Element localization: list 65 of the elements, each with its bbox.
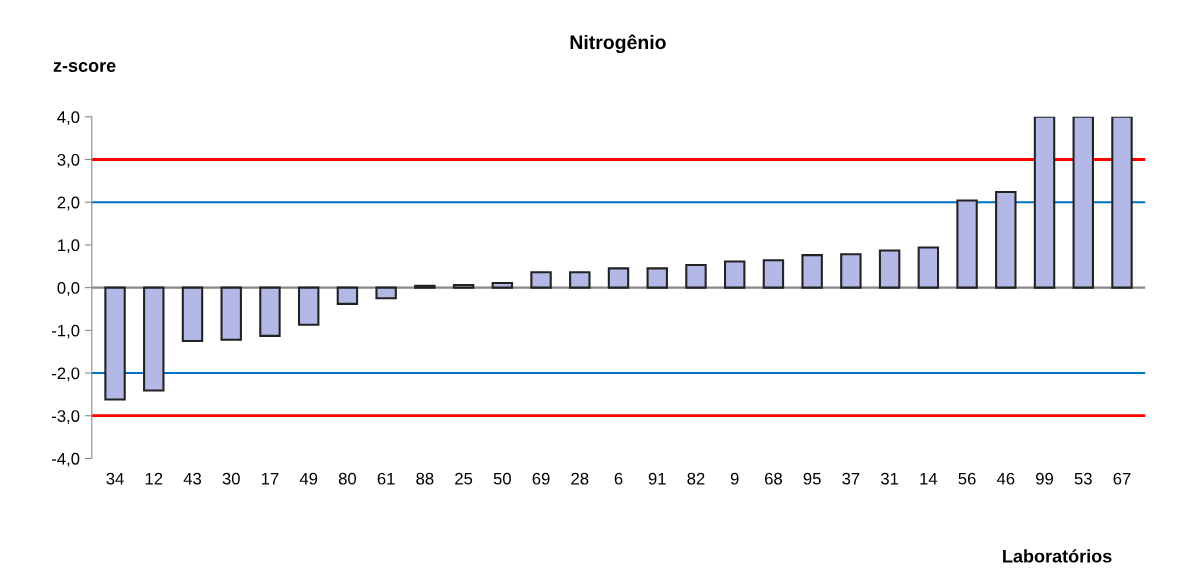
x-tick-label: 17 (261, 472, 279, 485)
x-tick-label: 68 (765, 472, 782, 485)
x-tick-label: 43 (183, 472, 202, 485)
bar (762, 259, 785, 289)
x-tick-label: 53 (1074, 472, 1092, 485)
x-tick-label: 88 (416, 472, 434, 485)
x-tick-label: 12 (145, 472, 163, 485)
y-tick-label: -4,0 (52, 452, 80, 467)
bar (336, 286, 359, 305)
x-tick-label: 34 (106, 472, 124, 485)
x-tick-label: 6 (614, 472, 623, 485)
x-tick-label: 9 (730, 472, 739, 485)
y-tick-label: -2,0 (52, 367, 80, 382)
x-tick-label: 14 (920, 472, 938, 485)
x-tick-label: 56 (958, 472, 976, 485)
bar (104, 286, 126, 401)
bar (1072, 116, 1094, 289)
bar (685, 263, 707, 289)
bar (840, 253, 862, 289)
x-axis-title: Laboratórios (1003, 549, 1112, 563)
y-tick-label: 1,0 (58, 239, 80, 254)
x-tick-label: 80 (338, 472, 357, 485)
y-axis-title: z-score (53, 62, 116, 73)
bar (569, 271, 591, 289)
x-tick-label: 30 (222, 472, 240, 485)
x-tick-label: 46 (996, 472, 1015, 485)
bar (1111, 116, 1133, 289)
x-tick-label: 37 (842, 472, 860, 485)
x-tick-label: 28 (571, 472, 589, 485)
y-tick-label: 0,0 (57, 282, 80, 296)
x-tick-label: 31 (880, 472, 899, 485)
x-tick-label: 50 (493, 472, 511, 485)
x-tick-label: 95 (803, 472, 821, 485)
bar (530, 271, 552, 289)
bar (220, 286, 242, 341)
bar (491, 281, 514, 289)
y-tick-label: -3,0 (52, 410, 80, 424)
y-tick-label: 3,0 (57, 153, 80, 168)
y-tick-label: 2,0 (57, 196, 80, 211)
bar (956, 199, 978, 289)
bar (297, 286, 320, 326)
bar (607, 267, 630, 289)
bar (995, 190, 1017, 289)
y-tick-label: -1,0 (52, 324, 80, 339)
x-tick-label: 49 (299, 472, 318, 485)
chart-title: Nitrogênio (570, 34, 666, 54)
x-tick-label: 67 (1113, 472, 1131, 485)
x-tick-label: 99 (1036, 472, 1054, 485)
bar (452, 284, 475, 289)
bar (917, 246, 940, 289)
x-tick-label: 61 (377, 472, 395, 485)
bar (723, 260, 746, 289)
bar (181, 286, 204, 343)
y-tick-label: 4,0 (57, 111, 80, 125)
x-tick-label: 25 (455, 472, 473, 485)
bar (1033, 116, 1056, 289)
bar (143, 286, 165, 392)
bar (375, 286, 397, 300)
bar (878, 249, 901, 289)
x-tick-label: 82 (687, 472, 705, 485)
x-tick-label: 69 (532, 472, 550, 485)
bar (646, 267, 668, 289)
x-tick-label: 91 (648, 472, 666, 485)
bar (259, 286, 281, 337)
bar (801, 254, 823, 289)
